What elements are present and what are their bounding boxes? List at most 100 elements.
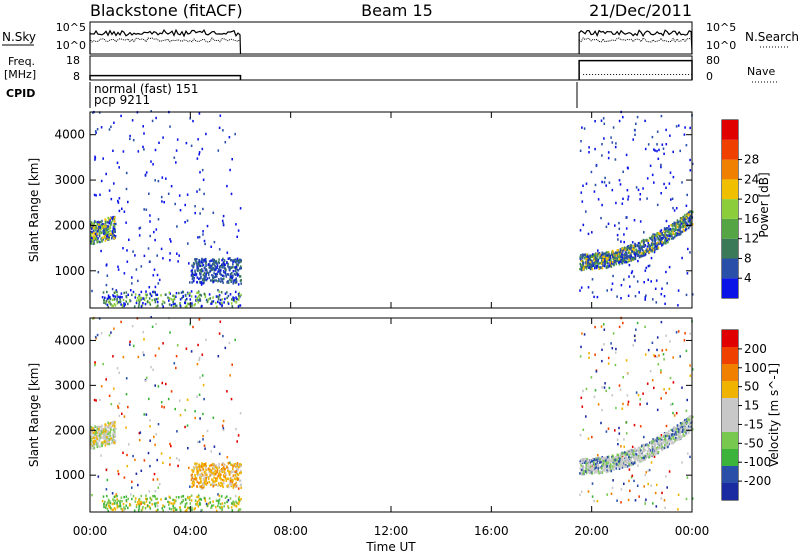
rti-cell (580, 396, 583, 399)
rti-cell (187, 292, 189, 296)
rti-cell (239, 275, 241, 278)
rti-cell (661, 244, 663, 247)
rti-cell (587, 437, 590, 440)
rti-cell (684, 228, 687, 232)
rti-cell (683, 217, 686, 221)
rti-cell (645, 444, 648, 447)
rti-cell (197, 301, 200, 304)
rti-cell (184, 299, 187, 302)
rti-cell (213, 465, 215, 468)
rti-cell (594, 120, 596, 123)
rti-cell (663, 182, 665, 186)
rti-cell (647, 482, 649, 486)
rti-cell (669, 227, 671, 231)
rti-cell (208, 260, 211, 263)
rti-cell (639, 398, 642, 401)
rti-cell (631, 455, 634, 458)
rti-cell (623, 278, 625, 281)
rti-cell (684, 126, 686, 129)
rti-cell (106, 231, 108, 234)
rti-cell (196, 462, 198, 465)
rti-cell (673, 235, 676, 239)
power-ylabel: Slant Range [km] (27, 158, 41, 262)
rti-cell (626, 465, 629, 468)
rti-cell (123, 302, 125, 305)
rti-cell (677, 124, 680, 127)
rti-cell (233, 501, 235, 504)
rti-cell (625, 464, 627, 467)
rti-cell (160, 401, 163, 404)
rti-cell (687, 418, 689, 421)
rti-cell (606, 260, 609, 263)
rti-cell (174, 508, 177, 511)
rti-cell (627, 167, 629, 170)
rti-cell (234, 471, 237, 475)
rti-cell (90, 442, 92, 446)
rti-cell (680, 217, 683, 220)
rti-cell (670, 229, 673, 232)
rti-cell (93, 232, 96, 235)
rti-cell (654, 149, 656, 152)
rti-cell (105, 223, 107, 227)
rti-cell (210, 245, 212, 248)
rti-cell (192, 480, 194, 483)
x-tick-label: 00:00 (675, 524, 710, 538)
rti-cell (653, 243, 655, 246)
rti-cell (237, 305, 240, 308)
rti-cell (213, 483, 216, 486)
rti-cell (583, 266, 585, 270)
rti-cell (188, 506, 190, 510)
rti-cell (639, 425, 642, 428)
rti-cell (173, 501, 176, 504)
rti-cell (97, 229, 100, 232)
rti-cell (199, 277, 201, 280)
rti-cell (632, 461, 634, 464)
rti-cell (95, 431, 97, 435)
rti-cell (108, 423, 110, 426)
rti-cell (604, 456, 606, 460)
rti-cell (111, 233, 114, 237)
freq-label: Freq. (8, 55, 35, 68)
rti-cell (680, 427, 683, 430)
rti-cell (170, 304, 173, 307)
rti-cell (605, 462, 608, 465)
rti-cell (673, 224, 676, 227)
rti-cell (664, 440, 667, 443)
rti-cell (600, 470, 603, 474)
rti-cell (632, 449, 635, 452)
rti-cell (140, 290, 143, 294)
rti-cell (121, 508, 124, 511)
rti-cell (669, 171, 672, 174)
rti-cell (172, 305, 175, 308)
rti-cell (609, 261, 611, 264)
rti-cell (631, 250, 634, 253)
rti-cell (116, 161, 119, 164)
rti-cell (179, 414, 182, 417)
rti-cell (664, 235, 667, 238)
rti-cell (637, 245, 640, 248)
rti-cell (618, 462, 620, 465)
y-tick-label: 4000 (54, 128, 85, 142)
rti-cell (612, 255, 614, 258)
rti-cell (601, 180, 603, 184)
rti-cell (155, 116, 157, 120)
rti-cell (125, 187, 128, 191)
rti-cell (199, 272, 201, 275)
rti-cell (236, 257, 239, 260)
rti-cell (661, 236, 663, 240)
rti-cell (196, 264, 199, 267)
rti-cell (107, 435, 110, 438)
rti-cell (196, 502, 198, 506)
rti-cell (205, 298, 208, 302)
rti-cell (114, 230, 116, 234)
rti-cell (680, 218, 683, 221)
rti-cell (627, 255, 630, 258)
rti-cell (608, 460, 611, 463)
rti-cell (639, 454, 642, 457)
rti-cell (614, 224, 616, 227)
rti-cell (675, 428, 677, 431)
rti-cell (653, 443, 656, 446)
rti-cell (202, 273, 205, 276)
rti-cell (677, 425, 680, 429)
rti-cell (98, 223, 100, 226)
